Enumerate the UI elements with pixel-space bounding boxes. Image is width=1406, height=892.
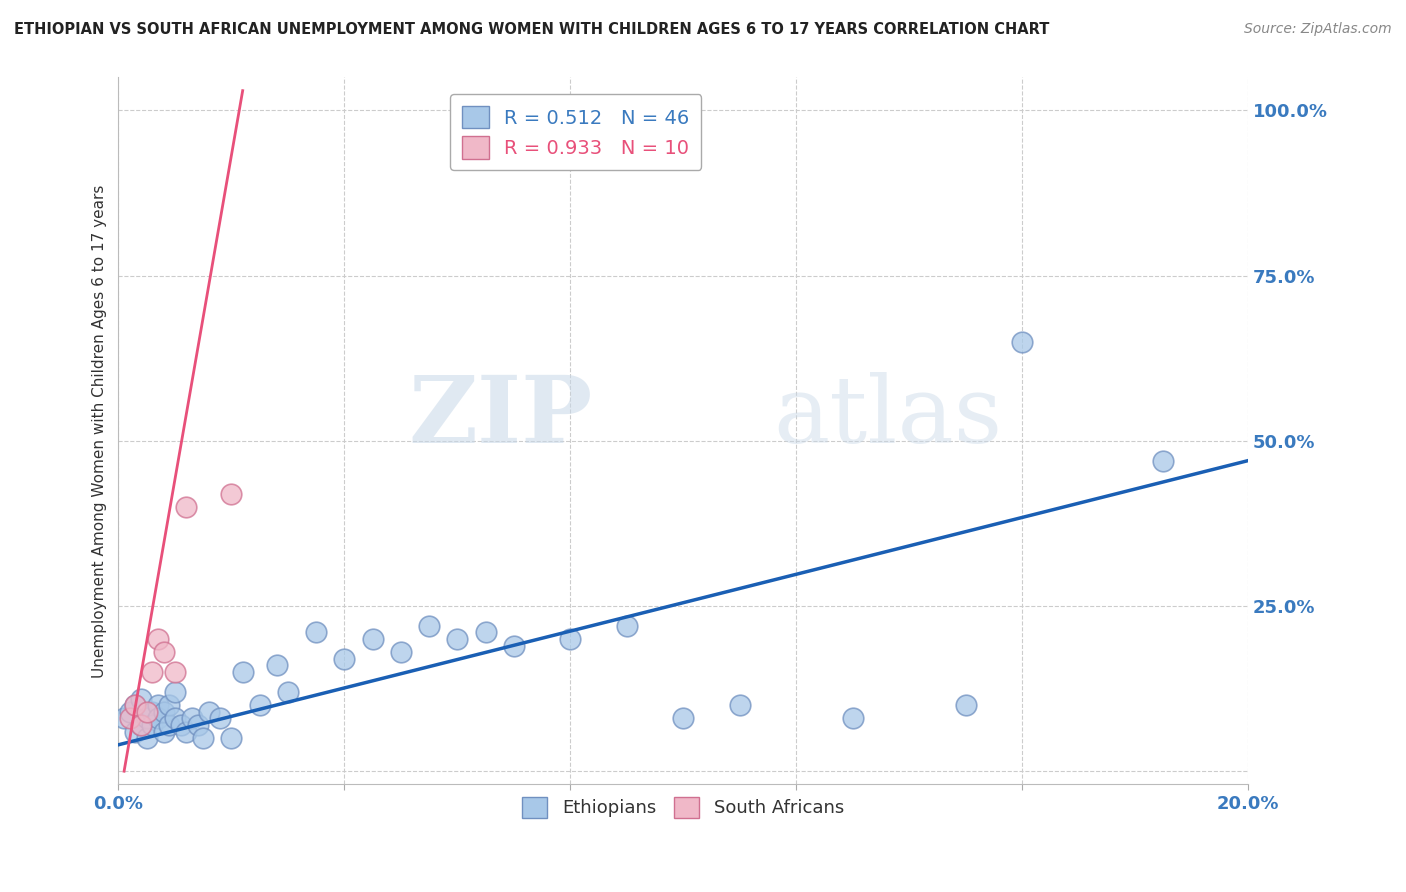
Text: Source: ZipAtlas.com: Source: ZipAtlas.com bbox=[1244, 22, 1392, 37]
Point bbox=[124, 698, 146, 713]
Point bbox=[141, 665, 163, 679]
Text: ZIP: ZIP bbox=[409, 372, 593, 462]
Point bbox=[163, 685, 186, 699]
Point bbox=[1011, 334, 1033, 349]
Point bbox=[305, 625, 328, 640]
Point bbox=[129, 718, 152, 732]
Point bbox=[232, 665, 254, 679]
Point bbox=[728, 698, 751, 713]
Point bbox=[157, 718, 180, 732]
Point bbox=[146, 698, 169, 713]
Point bbox=[361, 632, 384, 646]
Point bbox=[135, 705, 157, 719]
Point bbox=[157, 698, 180, 713]
Point bbox=[209, 711, 232, 725]
Point bbox=[266, 658, 288, 673]
Point bbox=[163, 711, 186, 725]
Point bbox=[174, 500, 197, 514]
Point bbox=[221, 731, 243, 746]
Point bbox=[146, 632, 169, 646]
Point bbox=[124, 724, 146, 739]
Y-axis label: Unemployment Among Women with Children Ages 6 to 17 years: Unemployment Among Women with Children A… bbox=[93, 185, 107, 678]
Point bbox=[277, 685, 299, 699]
Point bbox=[446, 632, 468, 646]
Point bbox=[186, 718, 208, 732]
Point bbox=[502, 639, 524, 653]
Point bbox=[141, 705, 163, 719]
Point bbox=[1152, 453, 1174, 467]
Point bbox=[616, 619, 638, 633]
Point bbox=[135, 731, 157, 746]
Point bbox=[152, 645, 174, 659]
Point bbox=[841, 711, 863, 725]
Point bbox=[418, 619, 440, 633]
Point bbox=[141, 718, 163, 732]
Point bbox=[146, 711, 169, 725]
Point bbox=[174, 724, 197, 739]
Point bbox=[389, 645, 412, 659]
Point bbox=[118, 711, 141, 725]
Point bbox=[112, 711, 135, 725]
Point bbox=[249, 698, 271, 713]
Point bbox=[221, 486, 243, 500]
Point bbox=[118, 705, 141, 719]
Text: ETHIOPIAN VS SOUTH AFRICAN UNEMPLOYMENT AMONG WOMEN WITH CHILDREN AGES 6 TO 17 Y: ETHIOPIAN VS SOUTH AFRICAN UNEMPLOYMENT … bbox=[14, 22, 1049, 37]
Point bbox=[169, 718, 191, 732]
Point bbox=[152, 705, 174, 719]
Point bbox=[474, 625, 496, 640]
Point bbox=[191, 731, 214, 746]
Point bbox=[129, 718, 152, 732]
Point bbox=[955, 698, 977, 713]
Point bbox=[180, 711, 202, 725]
Text: atlas: atlas bbox=[773, 372, 1002, 462]
Point bbox=[163, 665, 186, 679]
Point bbox=[560, 632, 582, 646]
Point bbox=[135, 711, 157, 725]
Point bbox=[333, 652, 356, 666]
Legend: Ethiopians, South Africans: Ethiopians, South Africans bbox=[515, 789, 852, 825]
Point bbox=[198, 705, 221, 719]
Point bbox=[672, 711, 695, 725]
Point bbox=[129, 691, 152, 706]
Point bbox=[152, 724, 174, 739]
Point bbox=[124, 698, 146, 713]
